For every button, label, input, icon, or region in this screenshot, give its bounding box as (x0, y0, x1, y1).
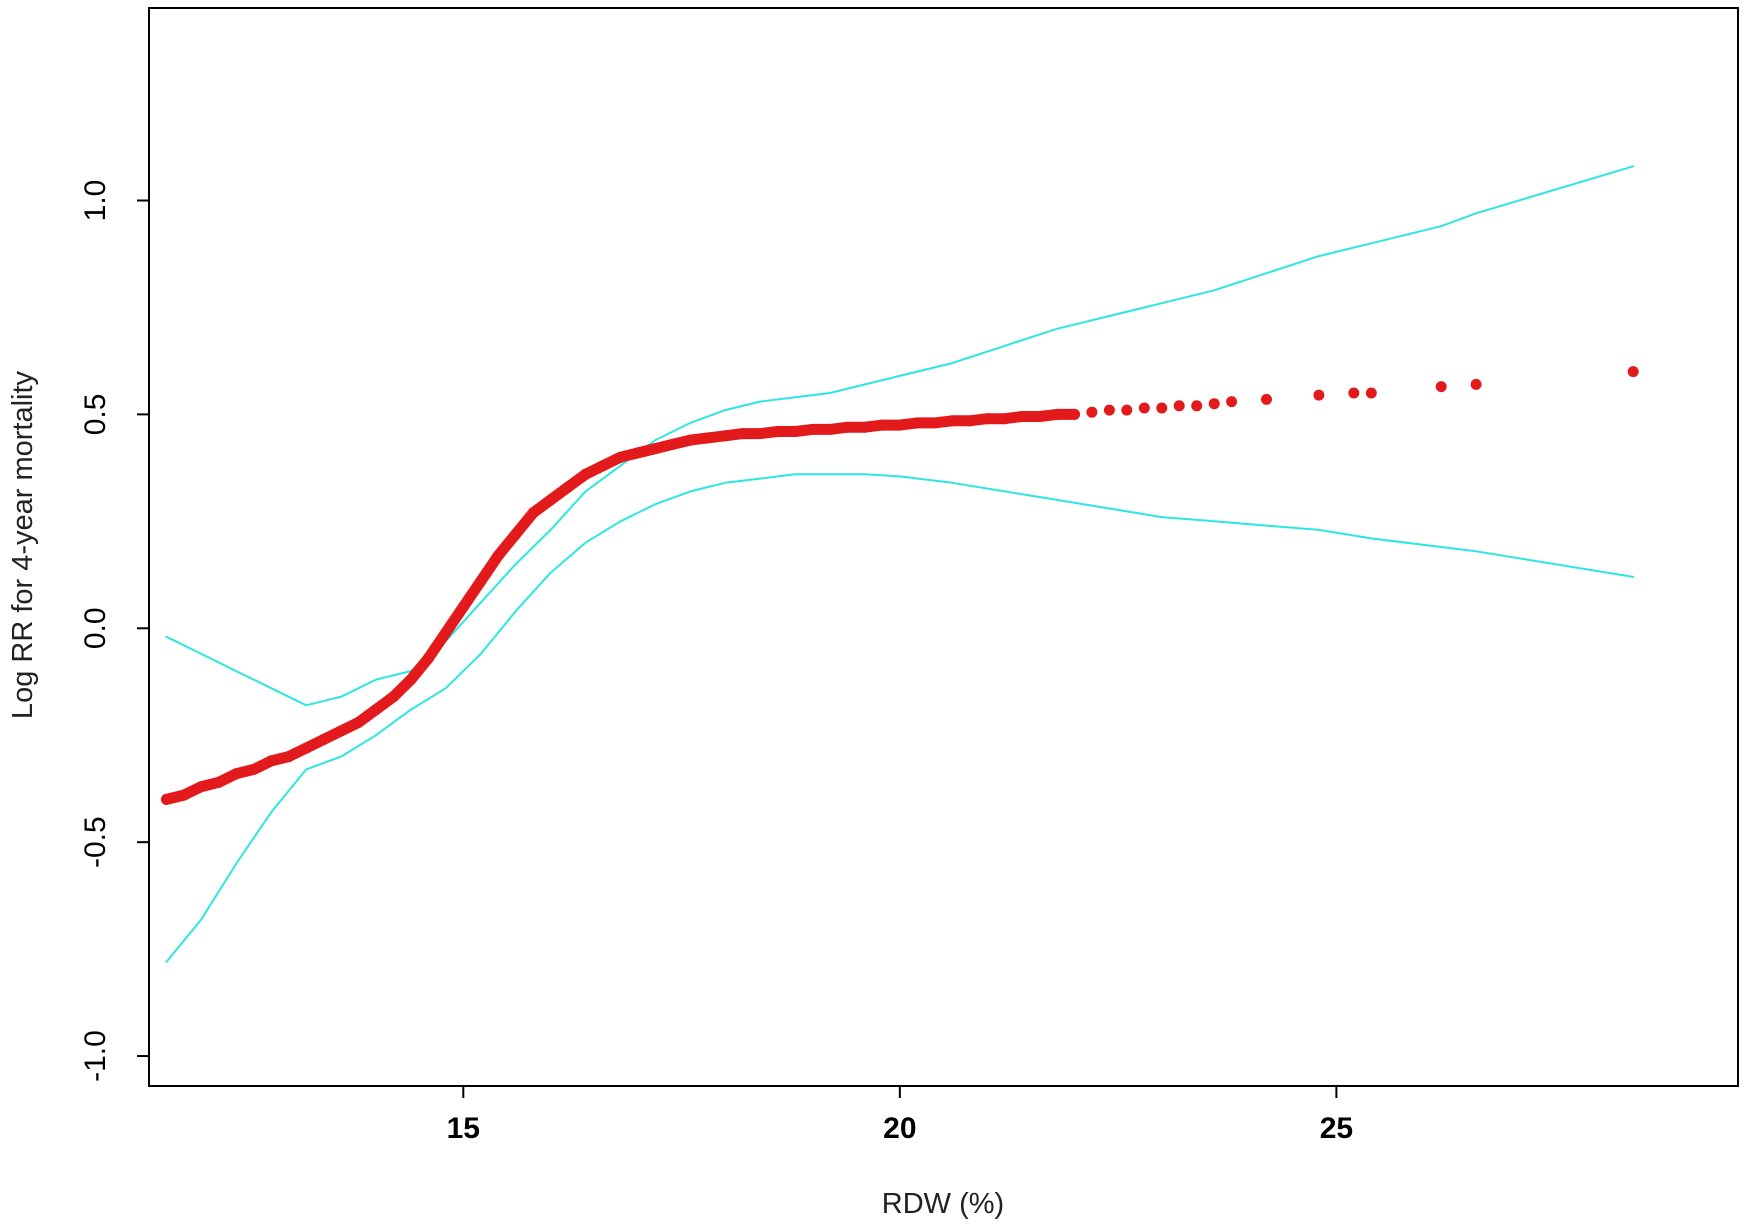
estimate-point (1208, 398, 1220, 410)
estimate-point (807, 423, 818, 435)
estimate-point (824, 423, 836, 435)
estimate-point (719, 430, 731, 442)
estimate-point (597, 460, 609, 472)
estimate-point (1156, 402, 1168, 414)
estimate-point (946, 415, 958, 427)
estimate-point (667, 438, 679, 450)
y-axis: -1.0 -0.5 0.0 0.5 1.0 (79, 180, 149, 1082)
estimate-point (1313, 389, 1325, 401)
estimate-point (649, 443, 661, 455)
x-axis-title: RDW (%) (882, 1188, 1004, 1220)
estimate-point (772, 426, 784, 437)
estimate-point (1470, 378, 1482, 390)
estimate-point (265, 755, 277, 767)
y-tick-label: 0.5 (79, 394, 112, 436)
estimate-point (1121, 404, 1133, 416)
estimate-point (876, 419, 888, 431)
estimate-point (388, 691, 399, 703)
y-tick-label: -1.0 (79, 1030, 112, 1082)
x-tick-label: 15 (447, 1112, 480, 1145)
estimate-point (929, 417, 941, 429)
estimate-point (1173, 400, 1185, 412)
estimate-point (440, 627, 452, 639)
estimate-point (1261, 393, 1272, 405)
estimate-point (161, 793, 172, 805)
estimate-point (1138, 402, 1150, 414)
estimate-point (353, 716, 364, 728)
confidence-band-layer (165, 165, 1635, 963)
y-tick-label: 0.0 (79, 607, 112, 649)
estimate-point (1034, 411, 1045, 422)
estimate-point (632, 447, 644, 459)
estimate-point (527, 507, 539, 519)
estimate-point (545, 494, 557, 506)
estimate-point (405, 674, 417, 686)
estimate-point (1348, 387, 1360, 399)
estimate-point (1435, 381, 1447, 393)
x-tick-label: 25 (1320, 1112, 1353, 1145)
plot-frame (148, 7, 1739, 1087)
estimate-point (842, 421, 853, 433)
estimate-point (248, 763, 260, 775)
y-tick-label: 1.0 (79, 180, 112, 222)
estimate-point (702, 432, 714, 444)
estimate-point (562, 481, 574, 493)
estimate-point (1069, 408, 1080, 420)
estimate-point (1051, 408, 1063, 420)
estimate-point (213, 776, 225, 788)
estimate-point (195, 781, 207, 793)
estimate-point (894, 419, 906, 431)
estimate-point (737, 428, 749, 440)
x-axis: 15 20 25 (447, 1086, 1353, 1145)
estimate-point (422, 652, 434, 664)
estimate-point (1191, 400, 1203, 412)
estimate-point (1103, 404, 1115, 416)
estimate-point (318, 734, 330, 745)
estimate-point (859, 421, 871, 433)
estimate-point (1627, 366, 1639, 378)
estimate-point (580, 468, 591, 480)
estimate-point (1016, 411, 1028, 422)
estimate-point (684, 434, 696, 446)
estimate-point (283, 751, 295, 763)
estimate-point (300, 742, 312, 754)
estimate-point (230, 768, 242, 780)
estimate-point (178, 789, 190, 801)
estimate-point (475, 575, 487, 587)
y-tick-label: -0.5 (79, 816, 112, 868)
estimate-point (335, 725, 347, 737)
y-axis-title: Log RR for 4-year mortality (7, 370, 39, 719)
estimate-point (964, 415, 976, 427)
ci-upper-line (165, 165, 1635, 707)
estimate-point (492, 550, 504, 562)
estimate-point (510, 528, 522, 540)
estimate-point (754, 428, 766, 440)
estimate-point (457, 601, 469, 613)
estimate-point (615, 451, 626, 463)
estimate-point (1365, 387, 1377, 399)
x-tick-label: 20 (883, 1112, 916, 1145)
estimate-point (370, 704, 382, 716)
estimate-point (911, 417, 923, 429)
estimate-point (1226, 396, 1238, 408)
estimate-point (789, 426, 801, 437)
estimate-point (1086, 406, 1098, 418)
ci-lower-line (165, 473, 1635, 963)
estimate-point (999, 413, 1011, 425)
estimate-layer (161, 366, 1639, 805)
estimate-point (981, 413, 993, 425)
